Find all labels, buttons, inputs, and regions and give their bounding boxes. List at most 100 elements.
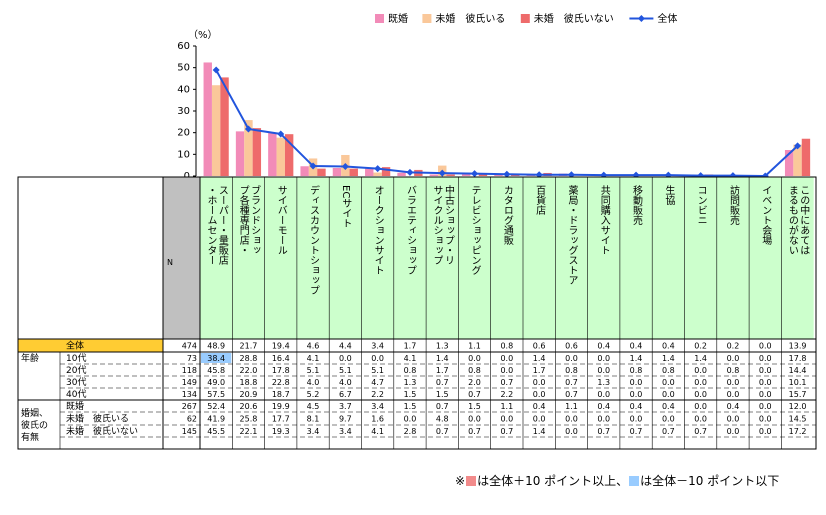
cell-3-12: 1.3	[597, 378, 610, 387]
cell-4-7: 1.5	[436, 390, 449, 399]
category-header-3-0: ディスカウントショップ	[308, 184, 320, 295]
cell-2-18: 14.4	[789, 366, 807, 375]
cell-6-14: 0.0	[662, 415, 675, 424]
line-marker-1	[244, 125, 252, 133]
bar-0-0	[203, 62, 212, 176]
line-marker-7	[438, 169, 446, 177]
cell-5-16: 0.4	[727, 402, 740, 411]
cell-1-18: 17.8	[789, 354, 807, 363]
y-tick-label: 50	[177, 63, 190, 74]
cell-5-3: 4.5	[307, 402, 320, 411]
line-marker-8	[471, 170, 479, 178]
cell-5-5: 3.4	[371, 402, 384, 411]
cell-7-6: 2.8	[404, 427, 417, 436]
cell-2-5: 5.1	[371, 366, 384, 375]
category-header-bg-12	[587, 177, 620, 339]
cell-2-9: 0.0	[500, 366, 513, 375]
row-label-6: 未婚 彼氏いる	[66, 413, 129, 425]
category-header-bg-9	[490, 177, 523, 339]
row-label-4: 40代	[66, 389, 86, 400]
cell-2-15: 0.0	[694, 366, 707, 375]
legend-line-marker	[637, 15, 645, 22]
cell-6-18: 14.5	[789, 415, 807, 424]
cell-0-16: 0.2	[727, 342, 740, 351]
cell-3-13: 0.0	[630, 378, 643, 387]
footnote-end: は全体－10 ポイント以下	[640, 474, 780, 488]
total-row-label-bg	[18, 339, 163, 352]
cell-1-11: 0.0	[565, 354, 578, 363]
cell-2-14: 0.8	[662, 366, 675, 375]
legend-swatch-1	[422, 14, 432, 23]
line-marker-10	[535, 171, 543, 179]
cell-4-6: 1.5	[404, 390, 417, 399]
cell-6-9: 0.0	[500, 415, 513, 424]
cell-3-4: 4.0	[339, 378, 352, 387]
cell-1-15: 1.4	[694, 354, 707, 363]
cell-1-4: 0.0	[339, 354, 352, 363]
y-tick-label: 20	[177, 128, 190, 139]
cell-6-4: 9.7	[339, 415, 352, 424]
legend-label-2: 未婚 彼氏いない	[534, 12, 614, 25]
bar-2-18	[801, 138, 811, 176]
n-header-label: N	[167, 258, 173, 267]
cell-3-6: 1.3	[404, 378, 417, 387]
y-tick-label: 40	[177, 84, 190, 95]
cell-5-7: 0.7	[436, 402, 449, 411]
cell-4-5: 2.2	[371, 390, 384, 399]
cell-5-18: 12.0	[789, 402, 807, 411]
cell-3-5: 4.7	[371, 378, 384, 387]
category-header-16-0: 訪問販売	[727, 184, 739, 225]
cell-0-2: 19.4	[272, 342, 290, 351]
bar-2-3	[317, 168, 326, 176]
bar-2-1	[252, 128, 262, 176]
line-marker-0	[212, 66, 220, 74]
group-label-marital-1: 婚姻、	[21, 407, 48, 419]
bar-1-1	[244, 120, 253, 176]
cell-1-13: 1.4	[630, 354, 643, 363]
cell-0-5: 3.4	[371, 342, 384, 351]
category-header-bg-14	[652, 177, 685, 339]
line-marker-9	[503, 170, 511, 178]
cell-0-8: 1.1	[468, 342, 481, 351]
category-header-1-0: ブランドショッ	[249, 184, 260, 255]
cell-7-0: 45.5	[207, 427, 225, 436]
group-label-age: 年齢	[21, 352, 39, 364]
cell-7-4: 3.4	[339, 427, 352, 436]
cell-6-10: 0.0	[533, 415, 546, 424]
row-label-1: 10代	[66, 353, 86, 364]
bar-0-6	[397, 172, 406, 176]
cell-1-12: 0.0	[597, 354, 610, 363]
cell-1-2: 16.4	[272, 354, 290, 363]
cell-5-0: 52.4	[207, 402, 225, 411]
cell-2-11: 0.8	[565, 366, 578, 375]
cell-1-7: 1.4	[436, 354, 449, 363]
category-header-4-0: ECサイト	[340, 185, 352, 228]
cell-5-17: 0.0	[759, 402, 772, 411]
cell-7-7: 0.7	[436, 427, 449, 436]
cell-1-9: 0.0	[500, 354, 513, 363]
cell-4-2: 18.7	[272, 390, 290, 399]
line-marker-3	[309, 162, 317, 170]
bar-2-0	[220, 77, 229, 176]
cell-3-10: 0.0	[533, 378, 546, 387]
cell-6-1: 25.8	[240, 415, 258, 424]
cell-1-14: 1.4	[662, 354, 675, 363]
cell-0-14: 0.4	[662, 342, 675, 351]
cell-5-6: 1.5	[404, 402, 417, 411]
cell-7-16: 0.0	[727, 427, 740, 436]
cell-4-9: 2.2	[500, 390, 513, 399]
cell-5-13: 0.4	[630, 402, 643, 411]
cell-5-1: 20.6	[240, 402, 258, 411]
cell-7-9: 0.7	[500, 427, 513, 436]
group-label-marital-2: 彼氏の	[21, 419, 48, 431]
cell-7-8: 0.7	[468, 427, 481, 436]
cell-5-8: 1.5	[468, 402, 481, 411]
bar-2-2	[284, 134, 294, 176]
category-header-bg-18	[781, 177, 814, 339]
cell-7-15: 0.7	[694, 427, 707, 436]
cell-2-1: 22.0	[240, 366, 258, 375]
row-n-7: 145	[182, 427, 197, 436]
cell-3-9: 0.7	[500, 378, 513, 387]
category-header-13-0: 移動販売	[631, 184, 643, 225]
